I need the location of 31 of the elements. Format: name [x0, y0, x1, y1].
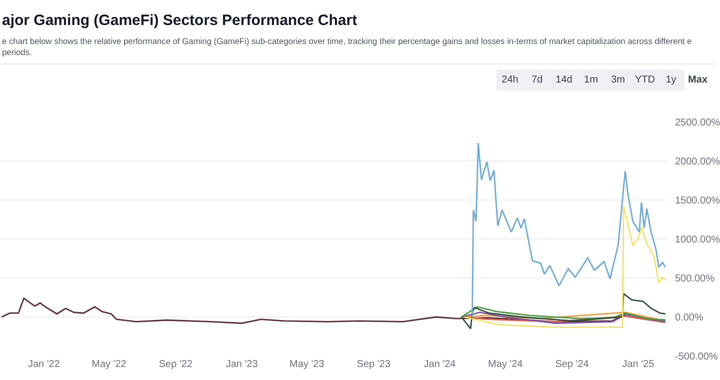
x-tick-label: Jan '25 [622, 359, 655, 370]
line-series [460, 292, 666, 330]
x-tick-label: May '24 [488, 359, 524, 370]
x-tick-label: Jan '23 [226, 359, 258, 370]
y-tick-label: 2500.00% [675, 118, 720, 128]
x-tick-label: Sep '23 [356, 359, 391, 370]
y-tick-label: 1500.00% [675, 196, 720, 206]
text: 1m [584, 74, 598, 86]
x-tick-label: Sep '22 [158, 359, 193, 370]
chart-title: ajor Gaming (GameFi) Sectors Performance Chart [2, 12, 358, 29]
text: 3m [611, 74, 625, 86]
text: 14d [556, 74, 572, 86]
x-tick-label: Jan '22 [28, 359, 60, 370]
text: YTD [635, 74, 655, 86]
x-tick-label: Sep '24 [555, 359, 590, 370]
text: 7d [531, 74, 543, 86]
chart-subtitle: e chart below shows the relative performance of Gaming (GameFi) sub-categories over time, tracking their percentage gains and losses in-terms of market capitalization across different e periods. [2, 36, 692, 57]
line-series [463, 206, 666, 328]
text: Max [688, 74, 708, 86]
y-tick-label: 1000.00% [675, 234, 720, 246]
y-tick-label: -500.00% [675, 352, 718, 362]
y-tick-label: 2000.00% [675, 156, 720, 168]
y-tick-label: 500.00% [675, 274, 715, 284]
text: 1y [666, 74, 676, 86]
x-tick-label: May '22 [92, 359, 127, 370]
line-series [472, 142, 666, 318]
x-tick-label: May '23 [290, 359, 325, 370]
x-tick-label: Jan '24 [424, 359, 456, 370]
y-tick-label: 0.00% [675, 312, 704, 324]
text: 24h [502, 74, 518, 86]
line-series [460, 306, 666, 321]
